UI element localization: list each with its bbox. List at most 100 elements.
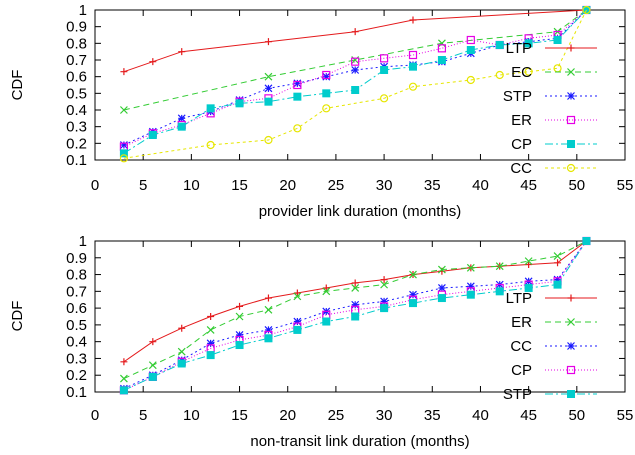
data-point bbox=[293, 80, 302, 90]
legend-label: LTP bbox=[506, 290, 532, 307]
data-point bbox=[235, 312, 244, 321]
y-tick-label: 1 bbox=[79, 2, 87, 19]
data-point bbox=[293, 317, 302, 326]
x-tick-label: 15 bbox=[231, 407, 248, 424]
data-point bbox=[437, 56, 446, 64]
legend-item-LTP: LTP bbox=[506, 40, 597, 57]
data-point bbox=[380, 280, 389, 289]
x-axis-label: non-transit link duration (months) bbox=[250, 433, 469, 450]
data-point bbox=[119, 374, 128, 383]
legend-item-CC: CC bbox=[510, 338, 597, 355]
chart-panel-1: 0 5 10 15 20 25 30 35 40 45 50 55 0.10.20.30.40.50.6… bbox=[9, 2, 633, 220]
x-tick-label: 5 bbox=[139, 407, 147, 424]
data-point bbox=[380, 66, 389, 74]
legend-label: CP bbox=[511, 136, 532, 153]
data-point bbox=[409, 290, 417, 299]
data-point bbox=[351, 28, 359, 36]
data-point bbox=[553, 280, 562, 289]
legend-item-CC: CC bbox=[510, 160, 597, 177]
x-tick-label: 40 bbox=[472, 407, 489, 424]
data-point bbox=[264, 294, 272, 302]
data-point bbox=[379, 54, 389, 63]
x-tick-label: 55 bbox=[617, 407, 634, 424]
data-point bbox=[119, 141, 128, 149]
series-line bbox=[123, 240, 587, 391]
series-CP bbox=[119, 6, 591, 158]
data-point bbox=[582, 5, 591, 15]
y-tick-label: 0.3 bbox=[66, 119, 87, 136]
series-CC bbox=[119, 5, 591, 163]
data-point bbox=[437, 284, 446, 292]
y-axis-label: CDF bbox=[9, 70, 26, 101]
series-ER bbox=[119, 237, 591, 383]
data-point bbox=[148, 361, 157, 370]
data-point bbox=[495, 41, 504, 49]
x-tick-label: 0 bbox=[91, 407, 99, 424]
data-point bbox=[409, 16, 417, 24]
data-point bbox=[582, 237, 591, 245]
data-point bbox=[524, 39, 533, 48]
data-point bbox=[148, 372, 157, 381]
data-point bbox=[437, 265, 446, 274]
data-point bbox=[380, 304, 389, 313]
legend: LTP ER CC CP STP bbox=[503, 290, 597, 403]
y-tick-label: 0.8 bbox=[66, 267, 87, 284]
data-point bbox=[264, 135, 273, 145]
data-point bbox=[149, 58, 157, 66]
legend-item-ER: ER bbox=[511, 314, 597, 331]
data-point bbox=[264, 84, 273, 93]
series-STP bbox=[119, 237, 591, 395]
y-tick-label: 0.9 bbox=[66, 250, 87, 267]
data-point bbox=[466, 46, 475, 54]
x-tick-label: 35 bbox=[424, 177, 441, 194]
data-point bbox=[148, 131, 157, 139]
data-point bbox=[119, 386, 128, 395]
x-tick-label: 45 bbox=[520, 407, 537, 424]
y-tick-label: 0.1 bbox=[66, 384, 87, 401]
y-tick-label: 0.6 bbox=[66, 69, 87, 86]
data-point bbox=[408, 50, 418, 60]
y-tick-label: 0.6 bbox=[66, 300, 87, 317]
legend-item-STP: STP bbox=[503, 386, 597, 403]
x-tick-label: 10 bbox=[183, 407, 200, 424]
data-point bbox=[351, 86, 360, 94]
data-point bbox=[322, 287, 331, 296]
data-point bbox=[178, 48, 186, 56]
data-point bbox=[264, 72, 273, 81]
data-point bbox=[322, 284, 330, 292]
data-point bbox=[351, 312, 360, 321]
legend-label: CC bbox=[510, 338, 532, 355]
data-point bbox=[206, 351, 215, 360]
y-tick-label: 0.4 bbox=[66, 334, 87, 351]
data-point bbox=[466, 290, 475, 299]
y-tick-label: 0.2 bbox=[66, 367, 87, 384]
data-point bbox=[437, 44, 447, 53]
chart-panel-2: 0 5 10 15 20 25 30 35 40 45 50 55 0.10.20.30.40.50.6… bbox=[9, 233, 633, 450]
data-point bbox=[553, 275, 562, 284]
x-tick-label: 20 bbox=[279, 177, 296, 194]
data-point bbox=[408, 82, 418, 91]
data-point bbox=[466, 263, 475, 272]
data-point bbox=[149, 338, 157, 346]
legend-item-EC: EC bbox=[511, 64, 597, 81]
legend-label: STP bbox=[503, 386, 532, 403]
y-tick-label: 0.3 bbox=[66, 350, 87, 367]
data-point bbox=[119, 149, 128, 158]
legend-item-LTP: LTP bbox=[506, 290, 597, 307]
data-point bbox=[525, 260, 533, 268]
series-line bbox=[123, 240, 587, 390]
data-point bbox=[524, 67, 533, 76]
data-point bbox=[178, 324, 186, 332]
x-tick-label: 50 bbox=[568, 177, 585, 194]
data-point bbox=[409, 299, 417, 308]
data-point bbox=[293, 124, 302, 133]
y-tick-label: 0.8 bbox=[66, 35, 87, 52]
y-tick-label: 1 bbox=[79, 233, 87, 250]
data-point bbox=[437, 39, 446, 48]
data-point bbox=[322, 72, 331, 81]
data-point bbox=[120, 358, 128, 366]
data-point bbox=[293, 325, 302, 334]
data-point bbox=[206, 325, 215, 334]
data-point bbox=[264, 305, 273, 314]
data-point bbox=[380, 297, 389, 306]
